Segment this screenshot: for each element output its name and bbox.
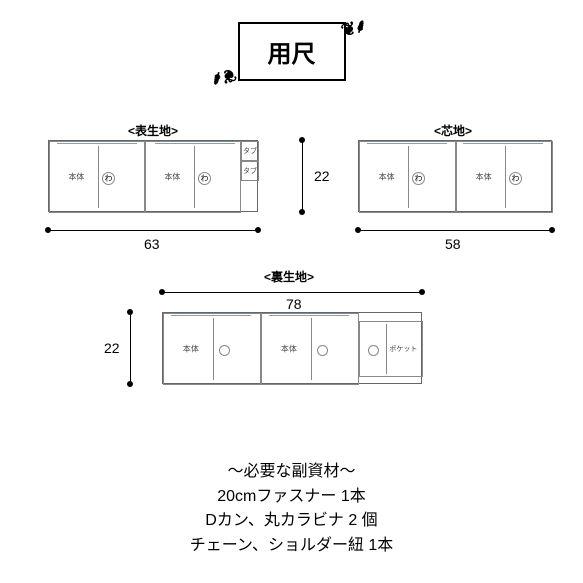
fold-line	[98, 146, 99, 208]
body-piece: 本体 わ	[145, 141, 241, 213]
materials-heading: 〜必要な副資材〜	[190, 460, 394, 485]
fold-line	[194, 146, 195, 208]
materials-line: チェーン、ショルダー紐 1本	[190, 534, 394, 559]
interfacing-pattern: 本体 わ 本体 わ	[358, 140, 552, 212]
body-piece: 本体 わ	[456, 141, 553, 213]
lining-width: 78	[282, 296, 306, 312]
dim-dot	[299, 137, 305, 143]
circle-mark	[317, 345, 328, 356]
title-text: 用尺	[268, 41, 316, 68]
outer-width: 63	[144, 236, 160, 252]
lining-height: 22	[104, 340, 120, 356]
dim-line	[302, 140, 303, 212]
leaf-icon: ❦⸙	[338, 13, 368, 43]
dim-line	[358, 230, 552, 231]
dim-dot	[419, 289, 425, 295]
circle-mark	[368, 345, 379, 356]
body-piece: 本体	[163, 313, 261, 385]
tab-piece: タブ	[241, 161, 259, 181]
dim-dot	[127, 309, 133, 315]
body-label: 本体	[68, 172, 84, 183]
dim-dot	[45, 227, 51, 233]
materials-line: 20cmファスナー 1本	[190, 485, 394, 510]
outer-pattern: 本体 わ 本体 わ タブ タブ	[48, 140, 258, 212]
wa-mark: わ	[102, 172, 115, 185]
pocket-piece: ポケット	[359, 321, 423, 377]
dim-dot	[255, 227, 261, 233]
wa-mark: わ	[509, 172, 522, 185]
lining-label: <裏生地>	[264, 268, 314, 285]
height-dim: 22	[314, 168, 330, 184]
fold-line	[386, 324, 387, 374]
fold-line	[213, 318, 214, 380]
dim-dot	[127, 381, 133, 387]
dim-line	[130, 312, 131, 384]
circle-mark	[219, 345, 230, 356]
wa-mark: わ	[412, 172, 425, 185]
body-label: 本体	[281, 344, 297, 355]
lining-pattern: 本体 本体 ポケット	[162, 312, 422, 384]
materials-list: 〜必要な副資材〜 20cmファスナー 1本 Dカン、丸カラビナ 2 個 チェーン…	[190, 460, 394, 559]
body-label: 本体	[183, 344, 199, 355]
title-box: 用尺 ❦⸙ ❦⸙	[238, 22, 346, 81]
materials-line: Dカン、丸カラビナ 2 個	[190, 509, 394, 534]
body-piece: 本体 わ	[359, 141, 456, 213]
fold-line	[311, 318, 312, 380]
interfacing-width: 58	[445, 236, 461, 252]
dim-line	[48, 230, 258, 231]
wa-mark: わ	[198, 172, 211, 185]
interfacing-label: <芯地>	[434, 122, 472, 139]
dim-line	[162, 292, 422, 293]
fold-line	[408, 146, 409, 208]
body-piece: 本体	[261, 313, 359, 385]
dim-dot	[549, 227, 555, 233]
leaf-icon: ❦⸙	[209, 62, 239, 92]
body-piece: 本体 わ	[49, 141, 145, 213]
body-label: 本体	[476, 172, 492, 183]
pocket-label: ポケット	[389, 344, 417, 354]
dim-dot	[355, 227, 361, 233]
dim-dot	[159, 289, 165, 295]
outer-label: <表生地>	[128, 122, 178, 139]
body-label: 本体	[164, 172, 180, 183]
dim-dot	[299, 209, 305, 215]
tab-piece: タブ	[241, 141, 259, 161]
body-label: 本体	[379, 172, 395, 183]
fold-line	[505, 146, 506, 208]
